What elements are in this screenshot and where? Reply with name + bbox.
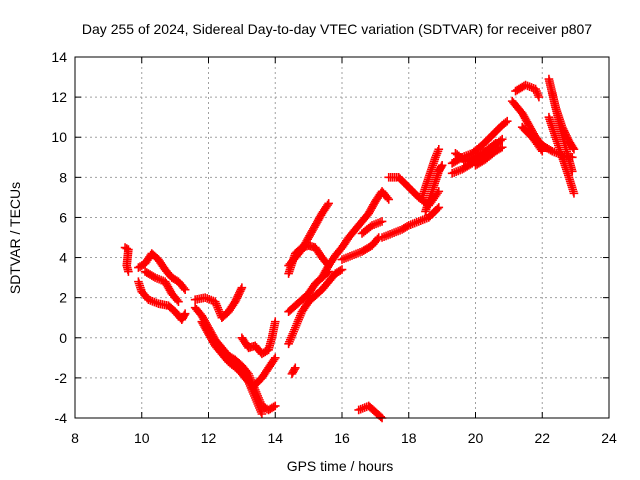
y-tick-label: 4 [59,250,67,266]
plot-frame [74,56,610,419]
x-tick-label: 20 [468,430,484,446]
y-tick-label: 6 [59,209,67,225]
x-axis-label: GPS time / hours [287,458,394,474]
data-point [433,204,442,214]
data-point [491,138,500,148]
data-point [569,144,579,154]
data-point [290,363,300,373]
data-point [290,365,299,374]
y-axis-label: SDTVAR / TECUs [7,182,23,294]
x-tick-label: 18 [401,430,417,446]
x-tick-label: 24 [601,430,617,446]
axes [74,56,610,419]
data-point [324,199,333,208]
data-point [384,195,394,204]
data-point [567,167,577,176]
y-tick-label: 14 [51,49,67,65]
data-point [434,144,444,154]
data-point [502,116,512,126]
y-tick-label: 10 [51,129,67,145]
data-point [270,353,280,363]
y-tick-label: -2 [55,370,68,386]
data-point [237,283,247,292]
y-tick-label: 2 [59,290,67,306]
y-tick-label: 0 [59,330,67,346]
data-point [270,317,280,327]
x-tick-label: 16 [334,430,350,446]
data-point [337,265,347,274]
x-tick-label: 12 [201,430,217,446]
data-point [257,409,267,419]
x-tick-label: 22 [534,430,550,446]
y-tick-label: -4 [55,410,68,426]
data-point [567,152,577,162]
data-point [180,309,190,319]
data-point [377,217,387,226]
data-point [180,285,190,294]
chart-title: Day 255 of 2024, Sidereal Day-to-day VTE… [82,21,592,37]
data-point [376,412,386,422]
data-point [569,189,579,198]
data-point [124,267,133,276]
data-point [434,187,444,196]
data-point [534,92,544,102]
data-point [497,134,507,144]
data-point [270,401,280,411]
grid [75,57,609,418]
x-tick-label: 8 [71,430,79,446]
y-tick-label: 12 [51,89,67,105]
data-point [174,297,183,306]
data-point [436,162,446,172]
x-tick-label: 10 [134,430,150,446]
data-point [437,161,447,170]
data-points [120,74,579,423]
data-point [434,203,444,212]
y-tick-label: 8 [59,169,67,185]
data-point [497,142,507,152]
data-point [180,310,189,320]
x-tick-label: 14 [267,430,283,446]
